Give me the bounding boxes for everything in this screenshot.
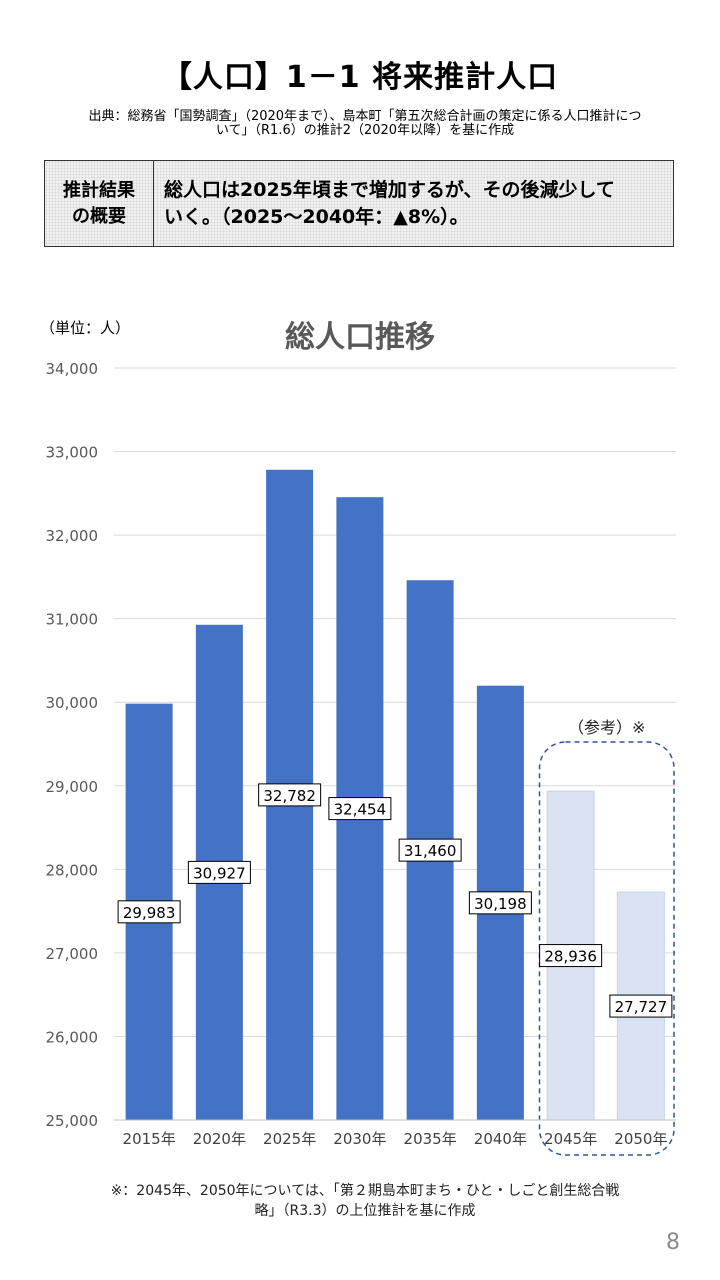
y-tick-label: 25,000	[46, 1112, 99, 1130]
y-tick-label: 27,000	[46, 945, 99, 963]
data-label-box	[398, 838, 462, 862]
summary-text-line-1: 総人口は2025年頃まで増加するが、その後減少して	[164, 179, 615, 201]
x-tick-label: 2025年	[263, 1130, 316, 1148]
y-tick-label: 28,000	[46, 861, 99, 879]
data-label-box	[117, 900, 181, 924]
data-label: 30,927	[193, 864, 246, 882]
data-label: 28,936	[544, 948, 597, 966]
y-tick-label: 32,000	[46, 527, 99, 545]
summary-heading-line-1: 推計結果	[63, 179, 135, 201]
data-label-box	[468, 891, 532, 915]
summary-heading-line-2: の概要	[72, 205, 126, 227]
data-label-box	[609, 994, 673, 1018]
data-label-box	[328, 797, 392, 821]
y-tick-label: 26,000	[46, 1028, 99, 1046]
data-label: 29,983	[123, 904, 176, 922]
page-number: 8	[666, 1230, 680, 1255]
y-tick-label: 30,000	[46, 694, 99, 712]
data-label: 27,727	[615, 998, 668, 1016]
data-label: 32,454	[334, 801, 387, 819]
footnote: ※：2045年、2050年については、「第２期島本町まち・ひと・しごと創生総合戦…	[40, 1181, 690, 1221]
summary-text-line-2: いく。（2025～2040年：▲8%）。	[164, 206, 469, 228]
source-note: 出典：総務省「国勢調査」（2020年まで）、島本町「第五次総合計画の策定に係る人…	[60, 110, 670, 138]
y-tick-label: 31,000	[46, 611, 99, 629]
x-tick-label: 2050年	[614, 1130, 667, 1148]
data-label: 32,782	[263, 787, 316, 805]
source-line-2: いて」（R1.6）の推計2（2020年以降）を基に作成	[215, 123, 515, 138]
summary-text: 総人口は2025年頃まで増加するが、その後減少して いく。（2025～2040年…	[154, 161, 673, 246]
summary-heading: 推計結果 の概要	[45, 161, 154, 246]
footnote-line-2: 略」（R3.3）の上位推計を基に作成	[254, 1203, 476, 1219]
data-label-box	[187, 860, 251, 884]
data-label: 31,460	[404, 842, 457, 860]
summary-box: 推計結果 の概要 総人口は2025年頃まで増加するが、その後減少して いく。（2…	[44, 160, 674, 247]
footnote-line-1: ※：2045年、2050年については、「第２期島本町まち・ひと・しごと創生総合戦	[110, 1183, 620, 1199]
data-label-box	[258, 783, 322, 807]
x-tick-label: 2030年	[333, 1130, 386, 1148]
x-tick-label: 2045年	[544, 1130, 597, 1148]
y-tick-label: 33,000	[46, 444, 99, 462]
y-tick-label: 34,000	[46, 360, 99, 378]
page-title: 【人口】1－1 将来推計人口	[161, 60, 559, 95]
x-tick-label: 2040年	[474, 1130, 527, 1148]
chart-title: 総人口推移	[285, 320, 435, 355]
x-tick-label: 2020年	[193, 1130, 246, 1148]
source-line-1: 出典：総務省「国勢調査」（2020年まで）、島本町「第五次総合計画の策定に係る人…	[88, 109, 642, 124]
data-label: 30,198	[474, 895, 527, 913]
x-tick-label: 2035年	[404, 1130, 457, 1148]
population-bar-chart: 25,000 26,000 27,000 28,000 29,000 30,000 31,0…	[46, 360, 676, 1156]
y-tick-label: 29,000	[46, 778, 99, 796]
unit-label: （単位：人）	[40, 319, 131, 337]
reference-label: （参考）※	[568, 718, 645, 737]
x-tick-label: 2015年	[123, 1130, 176, 1148]
data-label-box	[539, 944, 603, 968]
